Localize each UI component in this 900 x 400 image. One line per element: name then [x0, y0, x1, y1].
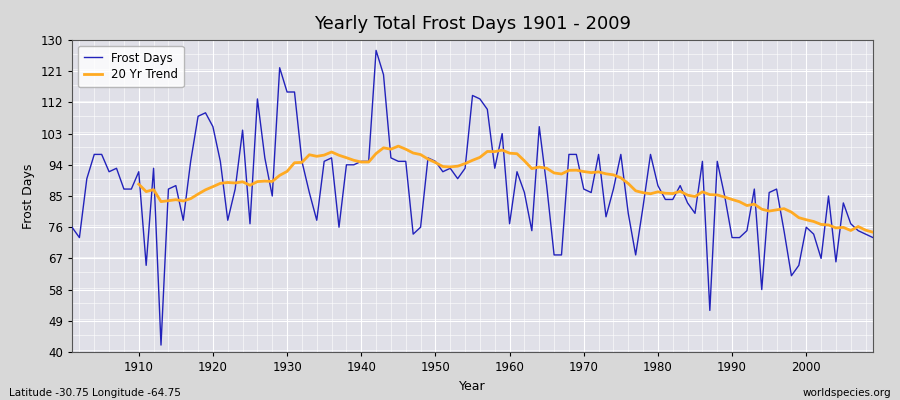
Text: Latitude -30.75 Longitude -64.75: Latitude -30.75 Longitude -64.75 — [9, 388, 181, 398]
Line: 20 Yr Trend: 20 Yr Trend — [139, 146, 873, 232]
Text: worldspecies.org: worldspecies.org — [803, 388, 891, 398]
Frost Days — [511, 169, 522, 174]
Title: Yearly Total Frost Days 1901 - 2009: Yearly Total Frost Days 1901 - 2009 — [314, 15, 631, 33]
Frost Days — [519, 190, 530, 195]
Frost Days — [608, 187, 619, 192]
Frost Days — [296, 159, 307, 164]
20 Yr Trend — [868, 230, 878, 235]
Frost Days — [371, 48, 382, 53]
Frost Days — [67, 225, 77, 230]
20 Yr Trend — [504, 151, 515, 156]
Line: Frost Days: Frost Days — [72, 50, 873, 345]
X-axis label: Year: Year — [459, 380, 486, 392]
20 Yr Trend — [289, 160, 300, 165]
Y-axis label: Frost Days: Frost Days — [22, 163, 35, 229]
20 Yr Trend — [334, 153, 345, 158]
20 Yr Trend — [593, 170, 604, 174]
Legend: Frost Days, 20 Yr Trend: Frost Days, 20 Yr Trend — [78, 46, 184, 87]
20 Yr Trend — [497, 148, 508, 152]
Frost Days — [126, 187, 137, 192]
Frost Days — [868, 235, 878, 240]
Frost Days — [156, 343, 166, 348]
Frost Days — [341, 162, 352, 167]
